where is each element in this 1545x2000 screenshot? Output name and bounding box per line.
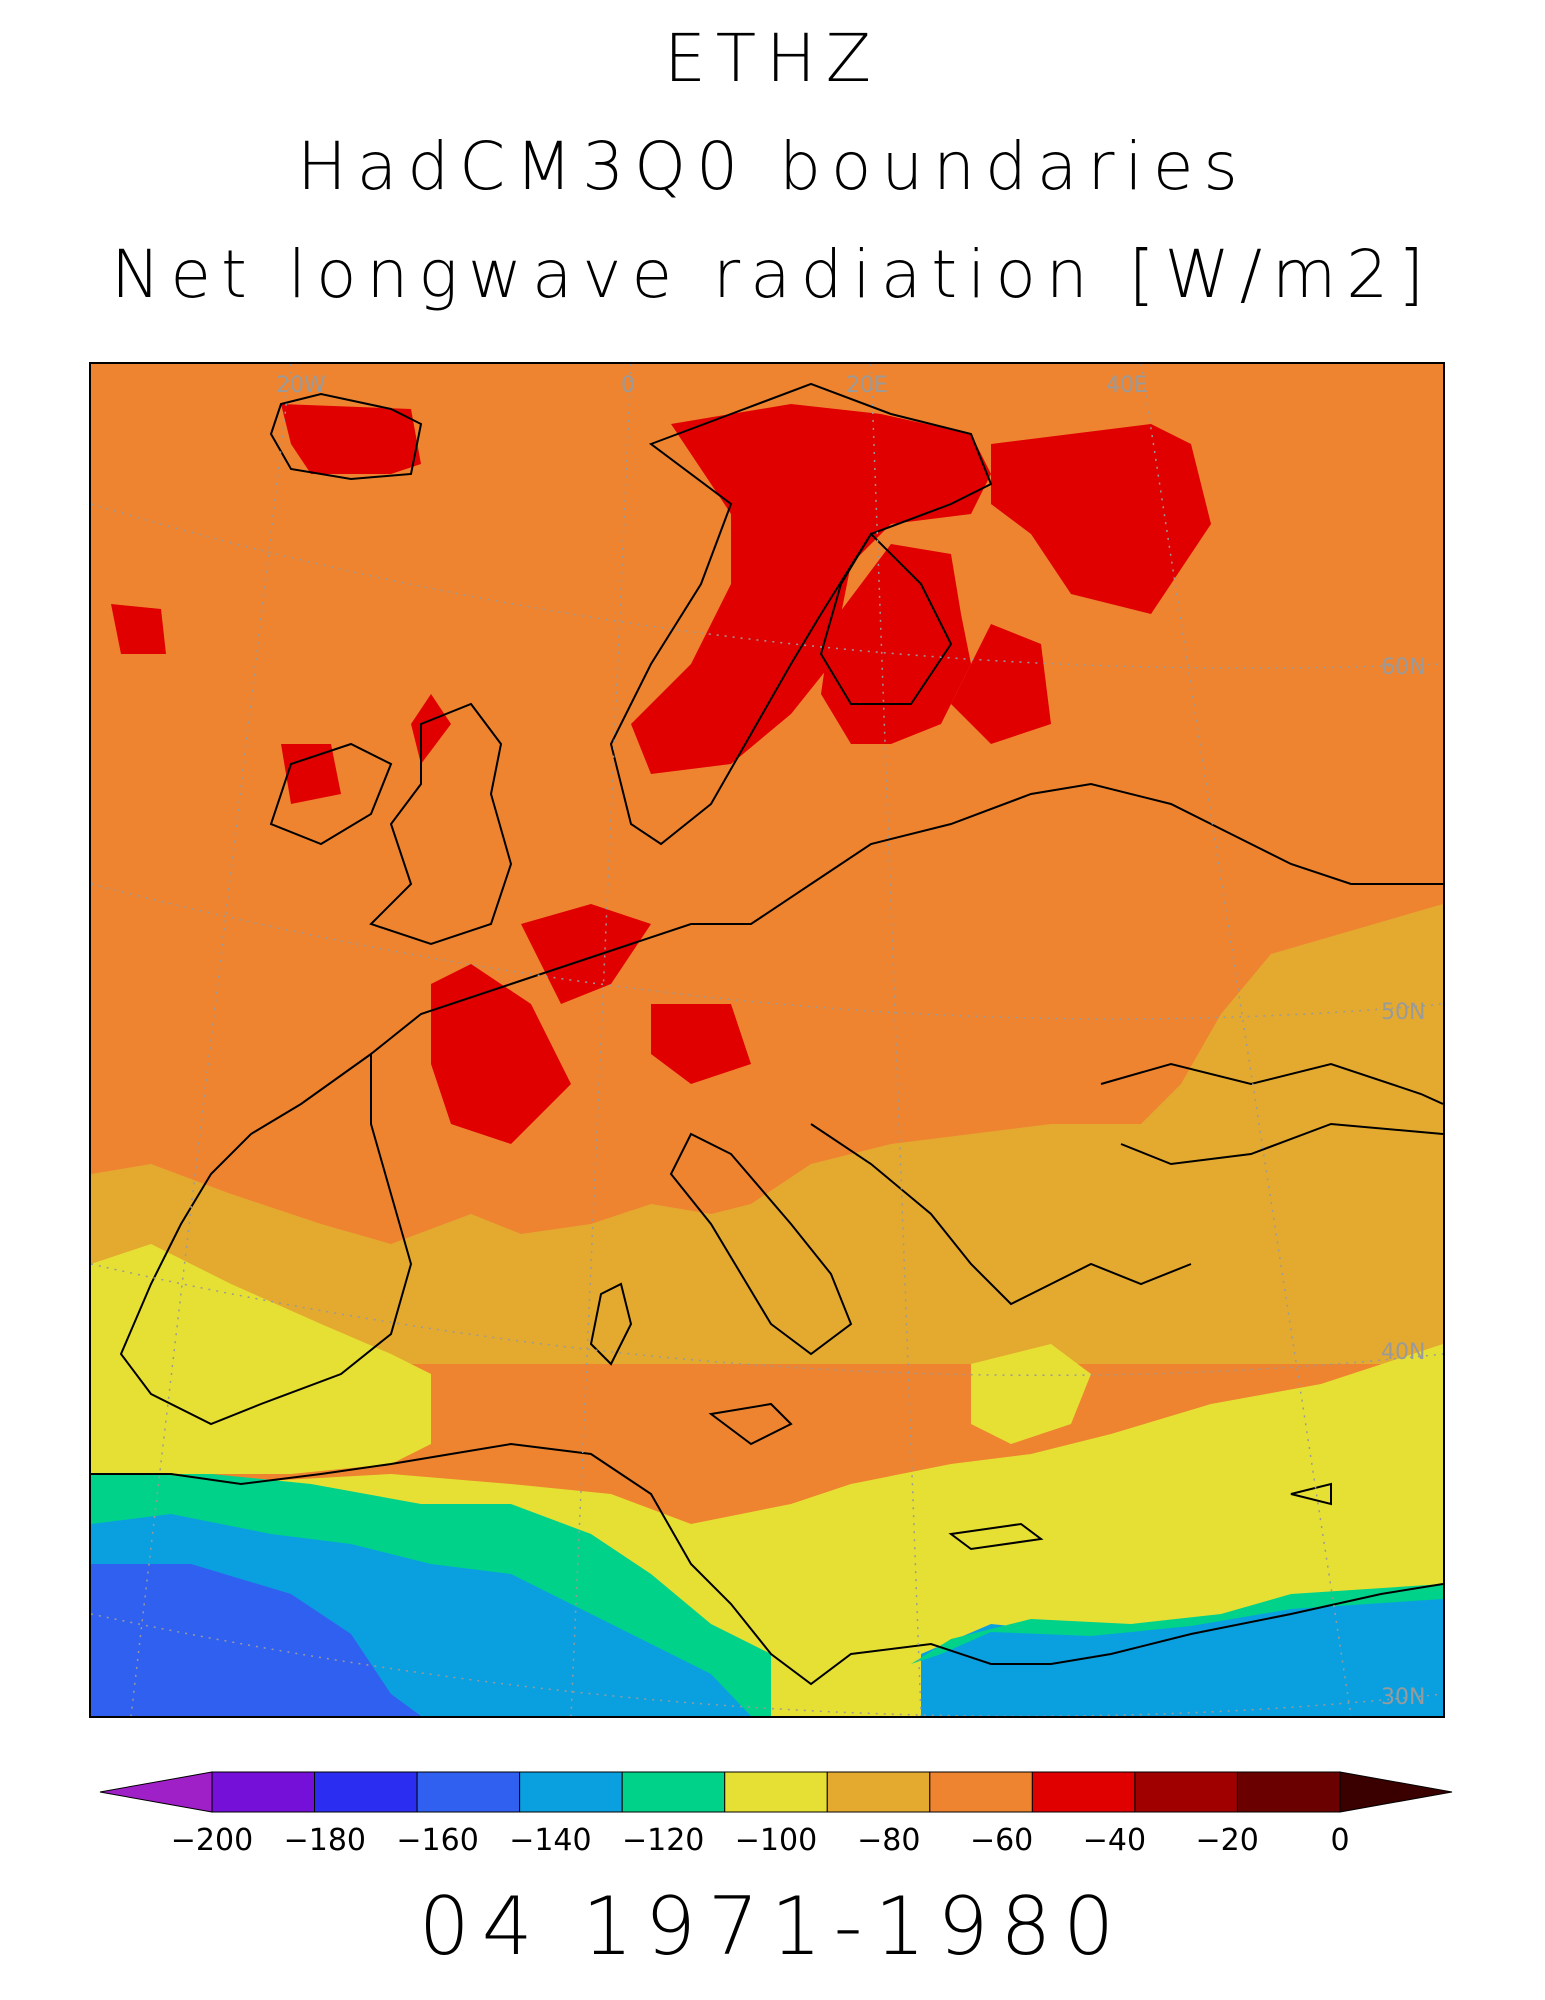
meridian-20e [870, 364, 922, 1716]
graticule [91, 364, 1443, 1716]
meridian-20w [130, 364, 292, 1716]
kola-red [991, 424, 1211, 614]
colorbar-tick-label: −180 [284, 1823, 366, 1858]
field-yellow-band [91, 1244, 431, 1474]
colorbar-tick-label: 0 [1330, 1823, 1349, 1858]
colorbar-segment [1031, 1771, 1136, 1813]
scandinavia-coast [609, 382, 993, 846]
iceland-coast [269, 392, 423, 481]
field-green-east [911, 1584, 1443, 1664]
colorbar-arrow-low [99, 1771, 213, 1813]
britain-coast [369, 702, 513, 946]
central-red [521, 904, 651, 1004]
colorbar-tick-label: −20 [1196, 1823, 1259, 1858]
italy-coast [669, 1132, 853, 1356]
colorbar-tick-label: −160 [396, 1823, 478, 1858]
lon-label-20e: 20E [846, 373, 888, 398]
field-blue [91, 1564, 421, 1716]
crete-coast [948, 1522, 1044, 1551]
lat-label-30n: 30N [1381, 1685, 1425, 1710]
carpathian-red [651, 1004, 751, 1084]
lat-label-40n: 40N [1381, 1340, 1425, 1365]
colorbar-segment [1134, 1771, 1238, 1813]
field-darkorange-band [91, 904, 1443, 1364]
colorbar-tick-label: −40 [1083, 1823, 1146, 1858]
balkans-coast [810, 1123, 1192, 1306]
colorbar-segment [519, 1771, 623, 1813]
colorbar: −200 −180 −160 −140 −120 −100 −80 −60 −40 −20 0 [99, 1771, 1453, 1858]
colorbar-segment [621, 1771, 726, 1813]
colorbar-segment [929, 1771, 1033, 1813]
alps-red [431, 964, 571, 1144]
lon-label-20w: 20W [276, 373, 326, 398]
colorbar-segment [211, 1771, 316, 1813]
colorbar-segment [314, 1771, 418, 1813]
colorbar-arrow-high [1339, 1771, 1453, 1813]
ireland-red [281, 744, 341, 804]
finland-red [821, 544, 971, 744]
parallel-50n [91, 883, 1443, 1020]
colorbar-tick-label: −200 [171, 1823, 253, 1858]
map-panel: 20W 0 20E 40E 60N 50N 40N 30N [89, 362, 1445, 1718]
field-yellow-east [971, 1344, 1091, 1444]
period-label: 04 1971-1980 [418, 1880, 1127, 1973]
corsica-coast [589, 1282, 633, 1366]
iceland-red [281, 404, 421, 474]
title-variable: Net longwave radiation [W/m2] [111, 236, 1434, 313]
colorbar-tick-label: −80 [857, 1823, 920, 1858]
lon-label-40e: 40E [1106, 373, 1148, 398]
cyprus-coast [1290, 1482, 1332, 1506]
sicily-coast [708, 1402, 793, 1446]
colorbar-tick-label: −140 [509, 1823, 591, 1858]
greenland-red [111, 604, 166, 654]
finland-coast [819, 532, 953, 705]
meridian-0 [570, 364, 632, 1716]
continent-coast [370, 782, 1443, 1055]
colorbar-segment [724, 1771, 828, 1813]
iberia-coast [119, 1052, 413, 1426]
blacksea-coast [1100, 1062, 1443, 1166]
ireland-coast [269, 742, 393, 846]
lat-label-50n: 50N [1381, 1000, 1425, 1025]
colorbar-segment [416, 1771, 521, 1813]
colorbar-segment [826, 1771, 931, 1813]
lat-label-60n: 60N [1381, 655, 1425, 680]
title-boundaries: HadCM3Q0 boundaries [297, 128, 1248, 205]
lon-label-0: 0 [621, 373, 635, 398]
colorbar-tick-label: −100 [735, 1823, 817, 1858]
parallel-40n [91, 1263, 1443, 1377]
colorbar-segment [1236, 1771, 1341, 1813]
colorbar-tick-label: −60 [970, 1823, 1033, 1858]
coastlines [91, 382, 1443, 1686]
field-lightblue-east [921, 1594, 1443, 1716]
africa-coast [91, 1442, 1443, 1686]
colorbar-tick-label: −120 [622, 1823, 704, 1858]
radiation-map: 20W 0 20E 40E 60N 50N 40N 30N [91, 364, 1443, 1716]
parallel-60n [91, 503, 1443, 669]
title-institution: ETHZ [664, 20, 881, 97]
northeast-red [951, 624, 1051, 744]
